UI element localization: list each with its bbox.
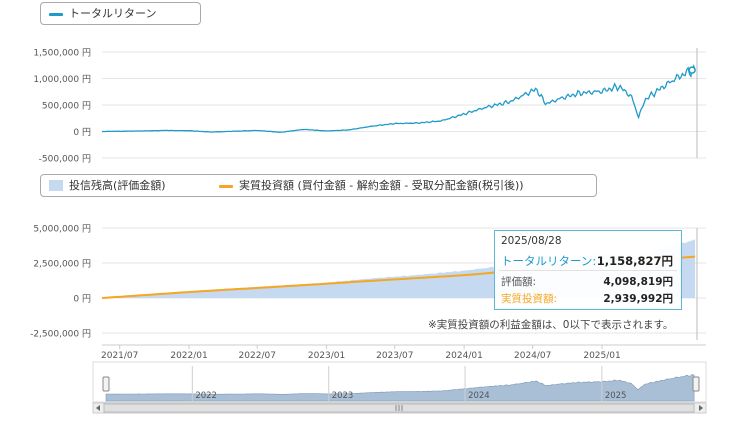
x-tick-label: 2024/07 <box>514 351 551 361</box>
total-return-legend-swatch <box>49 13 63 16</box>
tooltip-date: 2025/08/28 <box>501 235 562 247</box>
x-tick-label: 2025/01 <box>583 351 620 361</box>
top-y-tick-label: -500,000 円 <box>39 154 91 165</box>
tooltip-investment-label: 実質投資額: <box>501 293 558 305</box>
tooltip-total-return-row: トータルリターン: 1,158,827円 <box>501 253 673 268</box>
tooltip-valuation-value: 4,098,819円 <box>603 276 673 288</box>
total-return-hover-point[interactable] <box>688 66 696 74</box>
bottom-y-tick-label: 2,500,000 円 <box>33 259 91 270</box>
top-y-tick-label: 1,500,000 円 <box>33 48 91 59</box>
navigator-tick-label: 2024 <box>468 391 490 401</box>
navigator-left-handle[interactable] <box>102 376 110 392</box>
tooltip-total-return-label: トータルリターン: <box>501 254 597 268</box>
tooltip-valuation-row: 評価額: 4,098,819円 <box>501 274 673 288</box>
navigator[interactable]: 2022 2023 2024 2025 <box>92 361 707 414</box>
x-tick-label: 2021/07 <box>101 351 138 361</box>
scroll-left-arrow-icon[interactable] <box>96 405 100 411</box>
x-tick-label: 2022/07 <box>239 351 276 361</box>
x-tick-label: 2022/01 <box>170 351 207 361</box>
navigator-tick-label: 2022 <box>195 391 217 401</box>
scroll-right-arrow-icon[interactable] <box>699 405 703 411</box>
total-return-line[interactable] <box>102 64 696 133</box>
top-y-tick-label: 1,000,000 円 <box>33 74 91 85</box>
balance-legend: 投信残高(評価金額) 実質投資額 (買付金額 - 解約金額 - 受取分配金額(税… <box>40 174 597 197</box>
investment-note: ※実質投資額の利益金額は、0以下で表示されます。 <box>428 319 674 331</box>
tooltip-divider <box>499 270 677 271</box>
investment-legend-label[interactable]: 実質投資額 (買付金額 - 解約金額 - 受取分配金額(税引後)) <box>239 179 524 192</box>
navigator-series-area <box>105 374 695 402</box>
valuation-legend-swatch <box>49 180 63 191</box>
total-return-chart: 1,500,000 円 1,000,000 円 500,000 円 0 円 -500,0… <box>33 48 706 165</box>
investment-legend-swatch <box>219 185 233 188</box>
scrollbar-grip-icon <box>395 405 403 411</box>
tooltip-total-return-value: 1,158,827円 <box>596 254 673 268</box>
time-axis: 2021/07 2022/01 2022/07 2023/01 2023/07 2024/… <box>101 344 706 361</box>
tooltip-valuation-label: 評価額: <box>501 276 537 288</box>
data-tooltip: 2025/08/28 トータルリターン: 1,158,827円 評価額: 4,0… <box>494 230 682 310</box>
tooltip-investment-row: 実質投資額: 2,939,992円 <box>501 291 673 305</box>
total-return-legend: トータルリターン <box>40 2 201 25</box>
x-tick-label: 2023/01 <box>308 351 345 361</box>
bottom-y-tick-label: 5,000,000 円 <box>33 224 91 235</box>
tooltip-investment-value: 2,939,992円 <box>603 293 673 305</box>
x-tick-label: 2023/07 <box>376 351 413 361</box>
top-y-tick-label: 0 円 <box>73 127 91 138</box>
bottom-y-tick-label: -2,500,000 円 <box>30 329 91 340</box>
navigator-tick-label: 2025 <box>605 391 627 401</box>
navigator-tick-label: 2023 <box>332 391 354 401</box>
top-y-tick-label: 500,000 円 <box>42 101 91 112</box>
valuation-legend-label[interactable]: 投信残高(評価金額) <box>69 179 166 192</box>
navigator-right-handle[interactable] <box>692 376 700 392</box>
bottom-y-tick-label: 0 円 <box>73 294 91 305</box>
total-return-legend-label[interactable]: トータルリターン <box>69 7 157 20</box>
x-tick-label: 2024/01 <box>445 351 482 361</box>
